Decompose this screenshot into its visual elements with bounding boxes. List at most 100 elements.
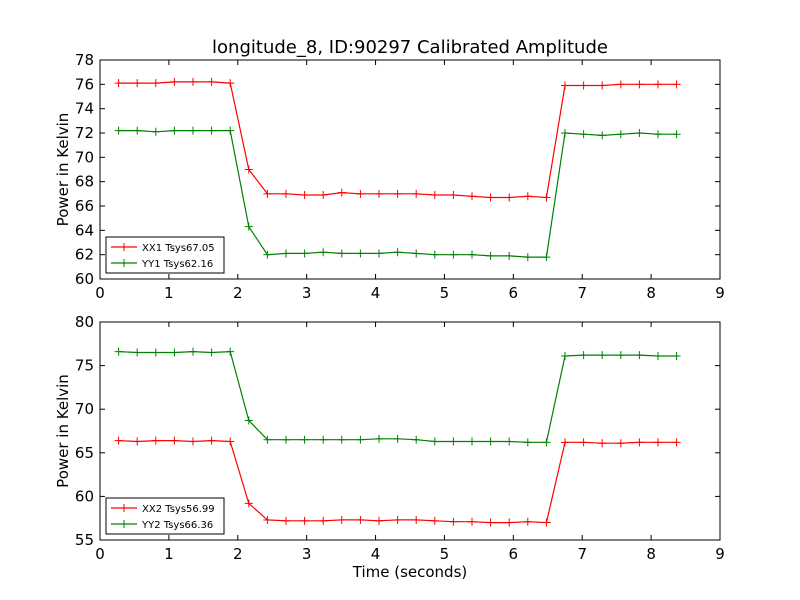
y-tick-label: 55 — [75, 531, 94, 549]
data-point — [207, 126, 216, 135]
y-tick-label: 66 — [75, 197, 94, 215]
data-point — [430, 250, 439, 259]
y-axis-label: Power in Kelvin — [54, 374, 72, 488]
y-tick-label: 80 — [75, 313, 94, 331]
data-point — [430, 516, 439, 525]
data-point — [393, 515, 402, 524]
data-point — [319, 191, 328, 200]
data-point — [170, 436, 179, 445]
data-point — [114, 436, 123, 445]
data-point — [468, 250, 476, 259]
data-point — [375, 516, 383, 525]
data-point — [393, 189, 402, 198]
data-point — [151, 436, 160, 445]
legend-marker — [120, 504, 128, 512]
x-tick-label: 9 — [715, 284, 725, 302]
data-point — [598, 439, 607, 448]
y-tick-label: 72 — [75, 124, 94, 142]
data-point — [486, 518, 495, 527]
data-point — [561, 129, 569, 137]
data-point — [523, 192, 532, 201]
data-point — [542, 438, 551, 447]
data-point — [598, 351, 607, 360]
data-point — [672, 352, 681, 361]
series-2 — [114, 126, 681, 262]
data-point — [337, 188, 346, 197]
data-point — [486, 437, 495, 446]
data-point — [226, 347, 235, 356]
legend-marker — [120, 520, 128, 528]
data-point — [654, 438, 662, 447]
data-point — [189, 347, 197, 356]
y-tick-label: 70 — [75, 148, 94, 166]
data-point — [579, 81, 588, 90]
data-point — [635, 80, 644, 89]
data-point — [226, 126, 235, 135]
data-point — [542, 518, 551, 527]
x-tick-label: 2 — [233, 545, 243, 563]
data-point — [300, 191, 309, 200]
x-tick-label: 2 — [233, 284, 243, 302]
data-point — [672, 80, 681, 89]
legend: XX1 Tsys67.05 YY1 Tsys62.16 — [105, 236, 225, 274]
data-point — [598, 81, 607, 90]
data-point — [635, 351, 644, 360]
data-point — [114, 79, 123, 88]
data-point — [189, 77, 197, 86]
x-tick-label: 0 — [95, 284, 105, 302]
data-point — [654, 130, 662, 139]
data-point — [282, 249, 290, 258]
x-tick-label: 3 — [302, 545, 312, 563]
data-point — [561, 352, 569, 361]
data-point — [672, 130, 681, 139]
x-tick-label: 8 — [646, 545, 656, 563]
data-point — [561, 81, 569, 90]
data-point — [449, 517, 458, 526]
data-point — [300, 516, 309, 525]
series-1 — [114, 77, 681, 202]
data-point — [133, 437, 142, 446]
y-tick-label: 64 — [75, 221, 94, 239]
data-point — [579, 438, 588, 447]
data-point — [300, 249, 309, 258]
data-point — [263, 435, 272, 444]
data-point — [523, 253, 532, 262]
data-point — [244, 499, 253, 508]
data-point — [375, 249, 383, 258]
legend-marker — [120, 243, 128, 251]
data-point — [263, 250, 272, 259]
x-tick-label: 5 — [440, 545, 450, 563]
data-point — [207, 348, 216, 357]
data-point — [356, 515, 365, 524]
data-point — [207, 436, 216, 445]
data-point — [151, 79, 160, 88]
data-point — [337, 249, 346, 258]
y-axis-label: Power in Kelvin — [54, 113, 72, 227]
legend-box — [105, 497, 225, 535]
legend-label: XX2 Tsys56.99 — [142, 504, 215, 515]
y-tick-label: 65 — [75, 444, 94, 462]
x-tick-label: 6 — [509, 284, 519, 302]
y-tick-label: 68 — [75, 173, 94, 191]
data-point — [579, 130, 588, 139]
data-point — [635, 129, 644, 137]
data-point — [449, 191, 458, 200]
legend-box — [105, 236, 225, 274]
data-point — [523, 438, 532, 447]
data-point — [412, 249, 421, 258]
data-point — [505, 193, 514, 202]
data-point — [616, 351, 625, 360]
legend: XX2 Tsys56.99 YY2 Tsys66.36 — [105, 497, 225, 535]
data-point — [635, 438, 644, 447]
data-point — [300, 435, 309, 444]
data-point — [468, 192, 476, 201]
data-point — [151, 127, 160, 136]
data-point — [672, 438, 681, 447]
x-tick-label: 5 — [440, 284, 450, 302]
data-point — [244, 222, 253, 231]
series-1 — [114, 436, 681, 527]
x-tick-label: 3 — [302, 284, 312, 302]
